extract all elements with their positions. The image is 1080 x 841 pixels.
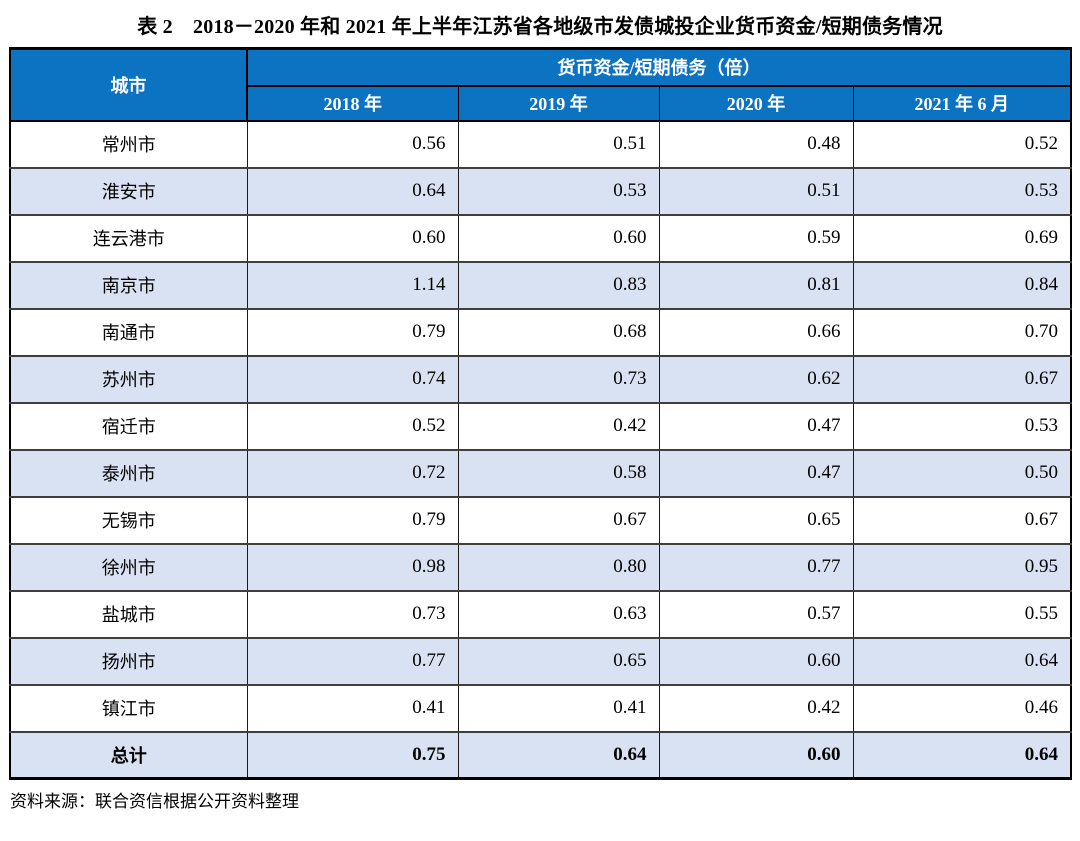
ratio-value-cell: 0.41 [457, 683, 660, 732]
ratio-value-cell: 0.64 [852, 636, 1072, 685]
ratio-value-cell: 0.46 [852, 683, 1072, 732]
table-row: 泰州市 0.72 0.58 0.47 0.50 [9, 448, 1072, 497]
ratio-value-cell: 0.48 [658, 119, 854, 168]
table-row: 盐城市 0.73 0.63 0.57 0.55 [9, 589, 1072, 638]
ratio-value-cell: 0.72 [246, 448, 459, 497]
ratio-value-cell: 0.42 [457, 401, 660, 450]
table-row: 常州市 0.56 0.51 0.48 0.52 [9, 119, 1072, 168]
ratio-value-cell: 0.63 [457, 589, 660, 638]
ratio-value-cell: 0.60 [658, 730, 854, 779]
ratio-value-cell: 0.41 [246, 683, 459, 732]
table-row: 南京市 1.14 0.83 0.81 0.84 [9, 260, 1072, 309]
ratio-value-cell: 0.70 [852, 307, 1072, 356]
city-name-cell: 扬州市 [9, 636, 248, 685]
city-name-cell: 无锡市 [9, 495, 248, 544]
city-name-cell: 苏州市 [9, 354, 248, 403]
table-row: 无锡市 0.79 0.67 0.65 0.67 [9, 495, 1072, 544]
ratio-value-cell: 0.52 [246, 401, 459, 450]
ratio-value-cell: 1.14 [246, 260, 459, 309]
ratio-value-cell: 0.47 [658, 448, 854, 497]
ratio-value-cell: 0.62 [658, 354, 854, 403]
ratio-value-cell: 0.79 [246, 307, 459, 356]
ratio-value-cell: 0.75 [246, 730, 459, 779]
table-row: 苏州市 0.74 0.73 0.62 0.67 [9, 354, 1072, 403]
ratio-value-cell: 0.83 [457, 260, 660, 309]
ratio-value-cell: 0.60 [246, 213, 459, 262]
city-name-cell: 连云港市 [9, 213, 248, 262]
ratio-value-cell: 0.69 [852, 213, 1072, 262]
ratio-value-cell: 0.73 [246, 589, 459, 638]
ratio-value-cell: 0.77 [658, 542, 854, 591]
ratio-value-cell: 0.56 [246, 119, 459, 168]
ratio-value-cell: 0.77 [246, 636, 459, 685]
table-row-total: 总计 0.75 0.64 0.60 0.64 [9, 730, 1072, 779]
city-name-cell: 镇江市 [9, 683, 248, 732]
table-row: 镇江市 0.41 0.41 0.42 0.46 [9, 683, 1072, 732]
header-row-years: 2018 年 2019 年 2020 年 2021 年 6 月 [10, 85, 1072, 121]
ratio-value-cell: 0.59 [658, 213, 854, 262]
table-row: 南通市 0.79 0.68 0.66 0.70 [9, 307, 1072, 356]
ratio-value-cell: 0.58 [457, 448, 660, 497]
ratio-value-cell: 0.65 [457, 636, 660, 685]
city-name-cell: 淮安市 [9, 166, 248, 215]
table-row: 宿迁市 0.52 0.42 0.47 0.53 [9, 401, 1072, 450]
column-header-2020: 2020 年 [658, 85, 854, 121]
ratio-value-cell: 0.55 [852, 589, 1072, 638]
ratio-value-cell: 0.53 [852, 401, 1072, 450]
city-name-cell: 盐城市 [9, 589, 248, 638]
ratio-value-cell: 0.79 [246, 495, 459, 544]
ratio-value-cell: 0.64 [457, 730, 660, 779]
ratio-value-cell: 0.64 [246, 166, 459, 215]
ratio-value-cell: 0.53 [852, 166, 1072, 215]
column-header-2021-jun: 2021 年 6 月 [852, 85, 1072, 121]
table-row: 连云港市 0.60 0.60 0.59 0.69 [9, 213, 1072, 262]
table-caption: 表 2 2018－2020 年和 2021 年上半年江苏省各地级市发债城投企业货… [137, 16, 943, 38]
ratio-value-cell: 0.64 [852, 730, 1072, 779]
ratio-value-cell: 0.67 [852, 495, 1072, 544]
city-name-cell: 徐州市 [9, 542, 248, 591]
ratio-value-cell: 0.51 [457, 119, 660, 168]
column-header-2019: 2019 年 [457, 85, 660, 121]
ratio-value-cell: 0.60 [457, 213, 660, 262]
header-row-group: 城市 货币资金/短期债务（倍） [9, 48, 1072, 121]
source-note: 资料来源：联合资信根据公开资料整理 [10, 792, 299, 811]
ratio-value-cell: 0.73 [457, 354, 660, 403]
city-name-cell: 泰州市 [9, 448, 248, 497]
column-header-city: 城市 [9, 48, 248, 121]
column-header-2018: 2018 年 [246, 85, 459, 121]
ratio-value-cell: 0.84 [852, 260, 1072, 309]
ratio-value-cell: 0.57 [658, 589, 854, 638]
ratio-value-cell: 0.52 [852, 119, 1072, 168]
ratio-value-cell: 0.60 [658, 636, 854, 685]
ratio-value-cell: 0.51 [658, 166, 854, 215]
ratio-value-cell: 0.66 [658, 307, 854, 356]
data-table: 城市 货币资金/短期债务（倍） 2018 年 2019 年 2020 年 202… [9, 47, 1072, 780]
ratio-value-cell: 0.47 [658, 401, 854, 450]
ratio-value-cell: 0.95 [852, 542, 1072, 591]
ratio-value-cell: 0.74 [246, 354, 459, 403]
city-name-cell: 南京市 [9, 260, 248, 309]
ratio-value-cell: 0.81 [658, 260, 854, 309]
ratio-value-cell: 0.67 [852, 354, 1072, 403]
total-label-cell: 总计 [9, 730, 248, 779]
ratio-value-cell: 0.98 [246, 542, 459, 591]
city-name-cell: 南通市 [9, 307, 248, 356]
ratio-value-cell: 0.50 [852, 448, 1072, 497]
city-name-cell: 宿迁市 [9, 401, 248, 450]
column-group-header-ratio: 货币资金/短期债务（倍） [246, 48, 1072, 87]
table-body: 常州市 0.56 0.51 0.48 0.52 淮安市 0.64 0.53 0.51 0.53 连云… [9, 119, 1072, 779]
ratio-value-cell: 0.65 [658, 495, 854, 544]
table-row: 扬州市 0.77 0.65 0.60 0.64 [9, 636, 1072, 685]
ratio-value-cell: 0.42 [658, 683, 854, 732]
ratio-value-cell: 0.80 [457, 542, 660, 591]
ratio-value-cell: 0.67 [457, 495, 660, 544]
city-name-cell: 常州市 [9, 119, 248, 168]
table-row: 徐州市 0.98 0.80 0.77 0.95 [9, 542, 1072, 591]
table-row: 淮安市 0.64 0.53 0.51 0.53 [9, 166, 1072, 215]
ratio-value-cell: 0.68 [457, 307, 660, 356]
ratio-value-cell: 0.53 [457, 166, 660, 215]
table-header: 城市 货币资金/短期债务（倍） 2018 年 2019 年 2020 年 202… [9, 48, 1072, 121]
